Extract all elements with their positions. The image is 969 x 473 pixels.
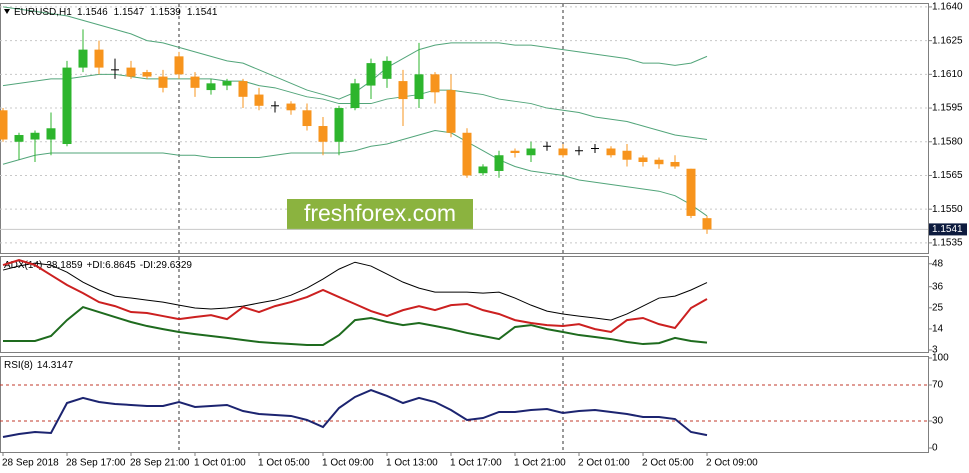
ohlc-value: 1.1539 [150,7,181,18]
x-tick-label: 1 Oct 13:00 [386,458,438,469]
y-tick-label: 1.1610 [932,69,963,80]
ohlc-value: 1.1541 [187,7,218,18]
candle-body [318,126,328,142]
candle-body [350,83,360,109]
bollinger-band [2,130,708,217]
x-tick-label: 2 Oct 05:00 [642,458,694,469]
candle-body [190,76,200,88]
chart-header: EURUSD,H1 1.1546 1.1547 1.1539 1.1541 [14,7,218,18]
legend-value: 29.6329 [156,260,193,271]
candle-body [94,49,104,68]
y-tick-label: 100 [932,353,949,364]
x-tick-label: 1 Oct 21:00 [514,458,566,469]
y-tick-label: 1.1625 [932,35,963,46]
legend-name: -DI: [140,260,156,271]
x-tick-label: 1 Oct 01:00 [194,458,246,469]
y-tick-label: 1.1535 [932,238,963,249]
price-label-box [929,223,967,236]
candle-body [14,135,24,142]
watermark-box [287,199,473,230]
candle-body [30,132,40,140]
ohlc-value: 1.1547 [114,7,145,18]
x-tick-label: 1 Oct 17:00 [450,458,502,469]
candle-body [334,108,344,142]
legend-name: +DI: [87,260,106,271]
candle-body [158,76,168,88]
x-tick-label: 1 Oct 05:00 [258,458,310,469]
y-tick-label: 36 [932,281,944,292]
candle-body [462,132,472,176]
candle-body [62,67,72,145]
candle-body [622,150,632,160]
indicator-line [2,259,708,334]
candle-body [206,83,216,91]
legend-value: 6.8645 [105,260,136,271]
candle-body [494,155,504,171]
y-tick-label: 14 [932,324,944,335]
legend-value: 14.3147 [37,360,74,371]
candle-body [670,161,680,167]
ohlc-value: 1.1546 [77,7,108,18]
x-tick-label: 28 Sep 17:00 [66,458,126,469]
rsi-panel-frame [0,356,929,453]
x-tick-label: 28 Sep 2018 [2,458,59,469]
candle-body [46,128,56,140]
y-tick-label: 30 [932,416,944,427]
y-tick-label: 1.1565 [932,170,963,181]
y-tick-label: 70 [932,380,944,391]
candle-body [302,110,312,127]
candle-body [286,103,296,111]
y-tick-label: 25 [932,302,944,313]
price-label: 1.1541 [932,224,963,235]
indicator-line [2,388,708,439]
x-tick-label: 2 Oct 01:00 [578,458,630,469]
candle-body [0,110,8,140]
symbol-title: EURUSD,H1 [14,7,72,18]
collapse-arrow [4,9,10,14]
candle-body [78,49,88,68]
indicator-header: RSI(8) 14.3147 [4,360,73,371]
candle-body [446,90,456,133]
legend-value: 38.1859 [46,260,83,271]
candle-body [558,148,568,156]
candle-body [398,81,408,100]
candle-body [702,218,712,230]
candle-body [686,168,696,216]
candle-body [526,148,536,156]
candle-body [142,72,152,77]
x-tick-label: 1 Oct 09:00 [322,458,374,469]
y-tick-label: 0 [932,443,938,454]
candle-body [430,74,440,93]
watermark: freshforex.com [304,200,456,226]
adx-panel-frame [0,256,929,353]
candle-body [478,166,488,174]
candle-body [366,63,376,86]
y-tick-label: 1.1640 [932,2,963,13]
y-tick-label: 1.1595 [932,103,963,114]
candle-body [126,67,136,77]
candle-body [654,159,664,165]
indicator-line [2,261,708,321]
candle-body [254,94,264,106]
candle-body [238,81,248,97]
candle-body [222,81,232,86]
candle-body [174,56,184,75]
candle-body [414,74,424,100]
candle-body [510,150,520,153]
candle-body [382,60,392,79]
legend-name: RSI(8) [4,360,33,371]
x-tick-label: 2 Oct 09:00 [706,458,758,469]
y-tick-label: 3 [932,345,938,356]
y-tick-label: 48 [932,258,944,269]
indicator-line [3,305,708,347]
y-tick-label: 1.1550 [932,204,963,215]
candle-body [606,148,616,156]
y-tick-label: 1.1580 [932,136,963,147]
candle-body [638,157,648,162]
x-tick-label: 28 Sep 21:00 [130,458,190,469]
